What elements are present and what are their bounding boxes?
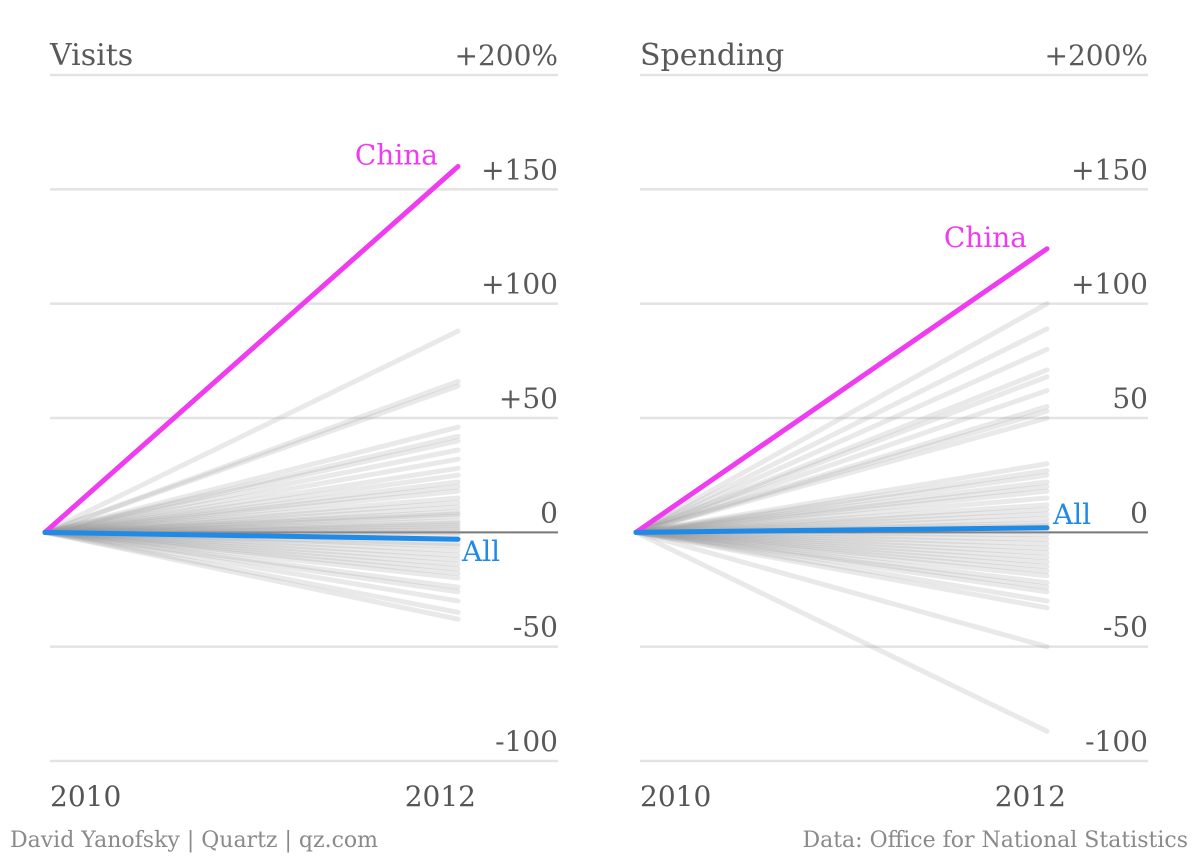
series-line-other xyxy=(42,488,461,535)
series-label-china: China xyxy=(944,221,1027,254)
series-line-other xyxy=(42,529,461,604)
series-line-other xyxy=(633,529,1050,595)
series-line-other xyxy=(42,484,461,535)
y-tick-label: +100 xyxy=(481,268,558,301)
series-line-other xyxy=(633,529,1050,586)
series-line-other xyxy=(42,438,461,535)
series-line-other xyxy=(633,415,1050,535)
y-tick-label: -100 xyxy=(1085,725,1148,758)
series-line-other xyxy=(633,529,1050,579)
series-line-other xyxy=(42,424,461,535)
series-line-other xyxy=(633,488,1050,535)
series-line-other xyxy=(633,461,1050,535)
panel-title: Visits xyxy=(49,38,133,73)
series-line-other xyxy=(42,511,461,535)
series-line-other xyxy=(633,529,1050,556)
series-line-other xyxy=(42,529,461,572)
series-line-other xyxy=(42,518,461,535)
series-line-other xyxy=(42,529,461,576)
series-line-other xyxy=(42,529,461,581)
series-line-other xyxy=(42,456,461,535)
series-line-other xyxy=(633,479,1050,535)
y-tick-label: -100 xyxy=(495,725,558,758)
y-tick-label: -50 xyxy=(1103,611,1148,644)
series-line-other xyxy=(633,484,1050,535)
series-line-other xyxy=(633,506,1050,535)
x-tick-label: 2012 xyxy=(995,780,1066,813)
series-line-other xyxy=(42,529,461,567)
series-line-other xyxy=(42,529,461,622)
series-label-china: China xyxy=(355,138,438,171)
series-line-other xyxy=(633,388,1050,535)
series-line-other xyxy=(633,529,1050,551)
panel-visits: +200% +150 +100 +50 0 -50 -100 Visits 2010 2012 Ch… xyxy=(42,38,558,813)
series-line-other xyxy=(633,502,1050,535)
panel-title: Spending xyxy=(640,38,784,73)
series-line-other xyxy=(633,301,1050,535)
series-line-china xyxy=(42,163,461,535)
series-line-other xyxy=(42,472,461,535)
y-tick-label: +150 xyxy=(481,153,558,186)
series-line-other xyxy=(42,509,461,535)
series-line-other xyxy=(42,504,461,535)
series-line-other xyxy=(42,495,461,535)
series-line-other xyxy=(633,529,1050,611)
series-line-other xyxy=(42,328,461,535)
series-line-other xyxy=(42,520,461,535)
series-line-other xyxy=(42,433,461,535)
series-line-other xyxy=(633,326,1050,535)
series-line-other xyxy=(633,529,1050,604)
y-tick-label: +50 xyxy=(499,382,558,415)
y-tick-label: +100 xyxy=(1071,268,1148,301)
series-line-other xyxy=(42,529,461,558)
series-line-other xyxy=(42,500,461,535)
series-line-other xyxy=(633,495,1050,535)
series-label-all: All xyxy=(1052,498,1091,531)
series-line-other xyxy=(633,529,1050,565)
series-line-other xyxy=(42,447,461,535)
series-line-other xyxy=(633,408,1050,535)
series-line-other xyxy=(42,513,461,535)
series-line-other xyxy=(42,529,461,590)
series-line-other xyxy=(633,472,1050,535)
y-tick-label: -50 xyxy=(513,611,558,644)
series-line-other xyxy=(633,346,1050,535)
series-line-china xyxy=(633,246,1050,535)
series-line-other xyxy=(633,529,1050,574)
series-line-other xyxy=(42,383,461,535)
series-line-other xyxy=(633,529,1050,560)
series-line-other xyxy=(633,529,1050,590)
series-line-all xyxy=(42,529,461,542)
series-line-other xyxy=(633,529,1050,570)
series-line-other xyxy=(633,468,1050,535)
x-tick-label: 2010 xyxy=(50,780,121,813)
series-line-other xyxy=(633,374,1050,535)
series-line-other xyxy=(42,529,461,595)
y-tick-label: +150 xyxy=(1071,153,1148,186)
series-line-other xyxy=(42,378,461,535)
series-line-other xyxy=(633,529,1050,650)
series-label-all: All xyxy=(461,535,500,568)
x-tick-label: 2012 xyxy=(405,780,476,813)
y-tick-label: +200% xyxy=(1044,39,1148,72)
y-tick-label: 0 xyxy=(540,496,558,529)
series-line-other xyxy=(633,529,1050,734)
series-line-other xyxy=(633,529,1050,547)
series-line-other xyxy=(42,529,461,615)
series-line-other xyxy=(633,367,1050,535)
series-line-all xyxy=(633,525,1050,535)
series-line-other xyxy=(42,479,461,535)
y-tick-label: +200% xyxy=(454,39,558,72)
y-tick-label: 50 xyxy=(1112,382,1148,415)
series-line-other xyxy=(633,404,1050,535)
series-line-other xyxy=(42,529,461,563)
panel-spending: +200% +150 +100 50 0 -50 -100 Spending 2010 2012 C… xyxy=(633,38,1148,813)
series-line-other xyxy=(42,465,461,535)
x-tick-label: 2010 xyxy=(640,780,711,813)
y-tick-label: 0 xyxy=(1130,496,1148,529)
